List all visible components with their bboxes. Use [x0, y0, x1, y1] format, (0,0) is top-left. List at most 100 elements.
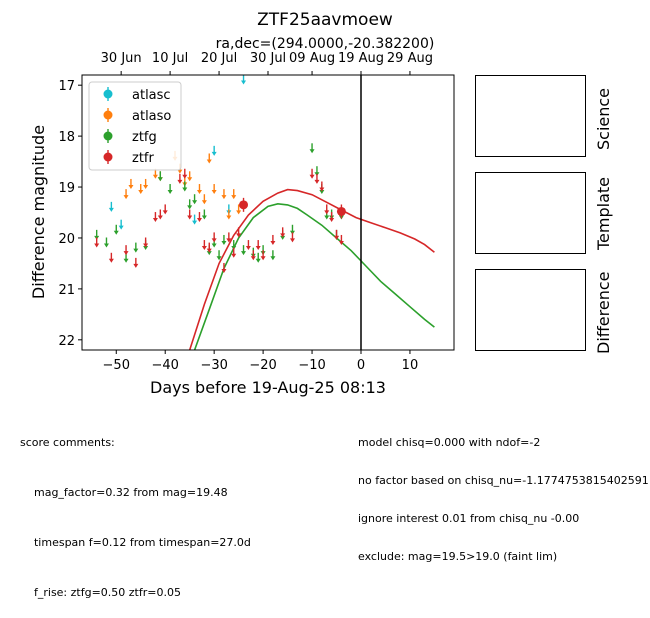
- atlaso-point: [206, 153, 212, 164]
- legend: atlasc atlaso ztfg ztfr: [88, 81, 182, 171]
- point-arrow: [226, 238, 232, 243]
- ztfr-point: [143, 237, 149, 248]
- y-tick-label: 22: [58, 334, 75, 349]
- point-arrow: [192, 220, 198, 225]
- y-tick-label: 18: [58, 130, 75, 145]
- point-arrow: [113, 230, 119, 235]
- ztfr-point: [201, 240, 207, 251]
- ztfr-point: [338, 234, 344, 245]
- comment-line: f_rise: ztfg=0.50 ztfr=0.05: [20, 586, 181, 599]
- point-arrow: [196, 190, 202, 195]
- ztfr-highlight-point: [336, 204, 346, 219]
- ztfr-point: [324, 204, 330, 215]
- point-arrow: [201, 200, 207, 205]
- point-arrow: [338, 240, 344, 245]
- ztfr-point: [329, 212, 335, 223]
- ztfr-point: [289, 232, 295, 243]
- legend-label: atlaso: [132, 109, 171, 124]
- point-arrow: [231, 253, 237, 258]
- top-tick-label: 29 Aug: [387, 51, 433, 66]
- x-tick-label: −50: [103, 358, 130, 373]
- atlaso-point: [187, 171, 193, 182]
- point-arrow: [94, 243, 100, 248]
- atlaso-point: [128, 178, 134, 189]
- highlight-marker: [336, 206, 346, 216]
- atlaso-point: [123, 189, 129, 200]
- legend-entry-atlasc: atlasc: [103, 87, 171, 103]
- atlaso-point: [221, 189, 227, 200]
- legend-entry-ztfg: ztfg: [103, 129, 157, 145]
- point-arrow: [196, 218, 202, 223]
- atlaso-point: [211, 184, 217, 195]
- point-arrow: [211, 190, 217, 195]
- point-arrow: [206, 251, 212, 256]
- ztfr-point: [255, 240, 261, 251]
- legend-marker: [103, 152, 113, 162]
- ztfr-point: [309, 168, 315, 179]
- ztfg-point: [216, 250, 222, 261]
- point-arrow: [245, 246, 251, 251]
- point-arrow: [128, 184, 134, 189]
- ztfr-point: [123, 245, 129, 256]
- point-arrow: [182, 187, 188, 192]
- atlaso-point: [196, 184, 202, 195]
- atlaso-point: [226, 209, 232, 220]
- point-arrow: [231, 195, 237, 200]
- point-arrow: [255, 246, 261, 251]
- point-arrow: [309, 174, 315, 179]
- x-tick-label: −30: [200, 358, 227, 373]
- y-tick-label: 20: [58, 232, 75, 247]
- point-arrow: [226, 215, 232, 220]
- point-arrow: [162, 210, 168, 215]
- point-arrow: [133, 248, 139, 253]
- point-arrow: [250, 256, 256, 261]
- point-arrow: [270, 256, 276, 261]
- chart-subtitle: ra,dec=(294.0000,-20.382200): [216, 36, 435, 52]
- ztfg-point: [133, 242, 139, 253]
- point-arrow: [280, 235, 286, 240]
- point-arrow: [289, 238, 295, 243]
- point-arrow: [187, 177, 193, 182]
- lightcurve-plot: ZTF25aavmoew ra,dec=(294.0000,-20.382200…: [29, 10, 455, 397]
- ztfr-point: [236, 227, 242, 238]
- point-arrow: [309, 149, 315, 154]
- ztfg-point: [157, 171, 163, 182]
- point-arrow: [123, 251, 129, 256]
- y-tick-label: 17: [58, 79, 75, 94]
- legend-marker: [103, 89, 113, 99]
- point-arrow: [182, 174, 188, 179]
- science-panel-label: Science: [594, 87, 613, 150]
- atlasc-point: [108, 201, 114, 212]
- score-comments: score comments: mag_factor=0.32 from mag…: [20, 399, 251, 618]
- difference-panel-label: Difference: [594, 271, 613, 354]
- comment-line: mag_factor=0.32 from mag=19.48: [20, 486, 228, 499]
- ztfr-point: [280, 227, 286, 238]
- ztfg-model-curve: [193, 202, 435, 350]
- atlaso-point: [201, 194, 207, 205]
- ztfg-point: [241, 245, 247, 256]
- point-arrow: [177, 179, 183, 184]
- ztfr-point: [157, 209, 163, 220]
- point-arrow: [206, 248, 212, 253]
- point-arrow: [216, 256, 222, 261]
- point-arrow: [221, 240, 227, 245]
- ztfr-point: [133, 257, 139, 268]
- chart-title: ZTF25aavmoew: [257, 10, 393, 30]
- science-cutout: [475, 75, 586, 157]
- x-tick-label: −40: [151, 358, 178, 373]
- ztfr-point: [187, 209, 193, 220]
- legend-entry-ztfr: ztfr: [103, 150, 154, 166]
- template-cutout: [475, 172, 586, 254]
- x-axis-label: Days before 19-Aug-25 08:13: [150, 378, 386, 397]
- ztfr-point: [177, 173, 183, 184]
- point-arrow: [201, 215, 207, 220]
- ztfr-point: [245, 240, 251, 251]
- atlasc-point: [211, 145, 217, 156]
- comment-line: score comments:: [20, 436, 115, 449]
- point-arrow: [221, 195, 227, 200]
- ztfg-point: [270, 250, 276, 261]
- ztfr-point: [226, 232, 232, 243]
- y-axis: 17 18 19 20 21 22: [58, 79, 82, 349]
- ztfr-point: [162, 204, 168, 215]
- y-tick-label: 21: [58, 283, 75, 298]
